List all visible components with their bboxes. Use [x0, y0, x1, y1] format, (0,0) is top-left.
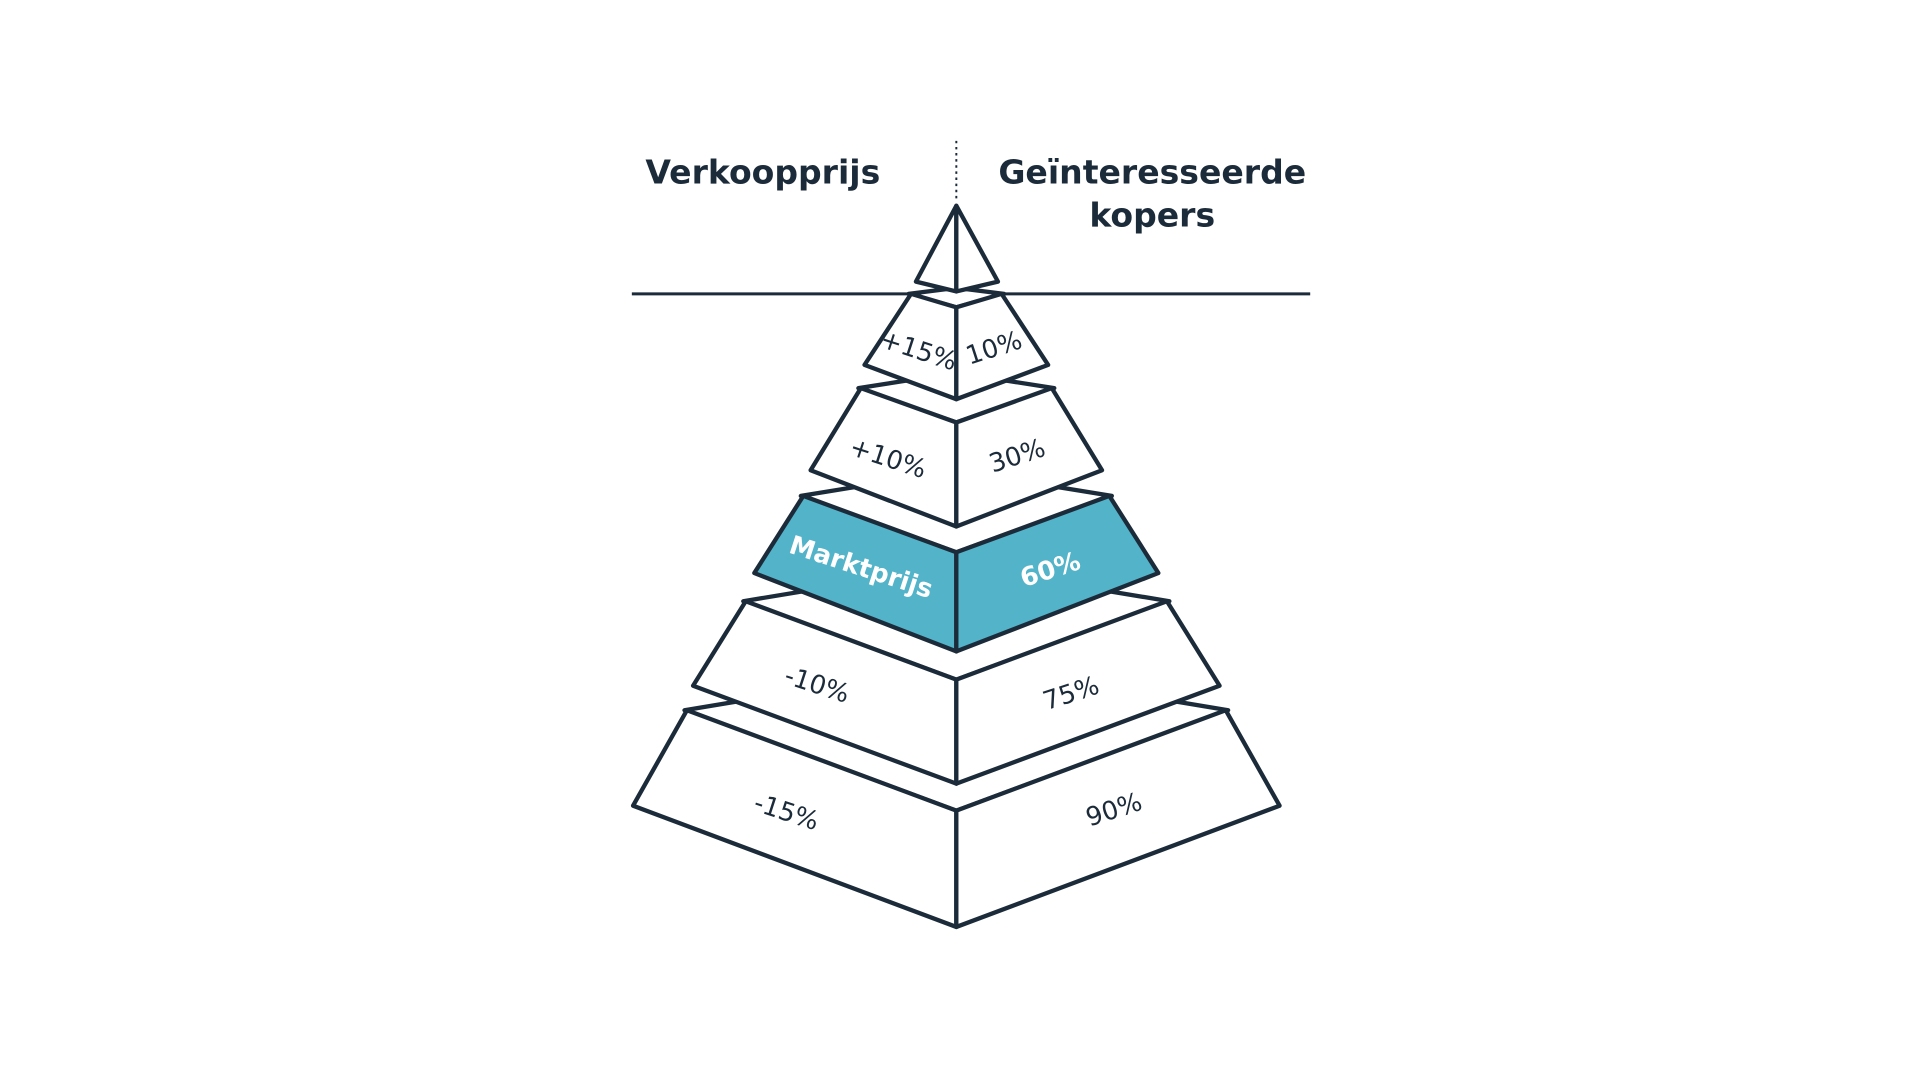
pyramid-tiers: -15% 90%-10% 75%Marktprijs 60%+10% 30%+15% 10…: [630, 285, 1282, 930]
apex-left-face: [913, 203, 959, 294]
tier-right-face: [954, 291, 1051, 402]
tier-right-face: [954, 493, 1161, 654]
apex-right-face: [954, 203, 1001, 294]
tier-right-face: [954, 386, 1105, 529]
header-left: Verkoopprijs: [645, 153, 880, 192]
tier-right-face: [954, 599, 1222, 786]
header-right-line1: Geïnteresseerde: [998, 153, 1306, 192]
tier-right-face: [954, 708, 1282, 930]
pyramid-apex: [913, 203, 1001, 294]
tier-2: +10% 30%: [808, 370, 1105, 529]
tier-1: +15% 10%: [862, 285, 1051, 402]
header-right-line2: kopers: [1089, 196, 1215, 235]
